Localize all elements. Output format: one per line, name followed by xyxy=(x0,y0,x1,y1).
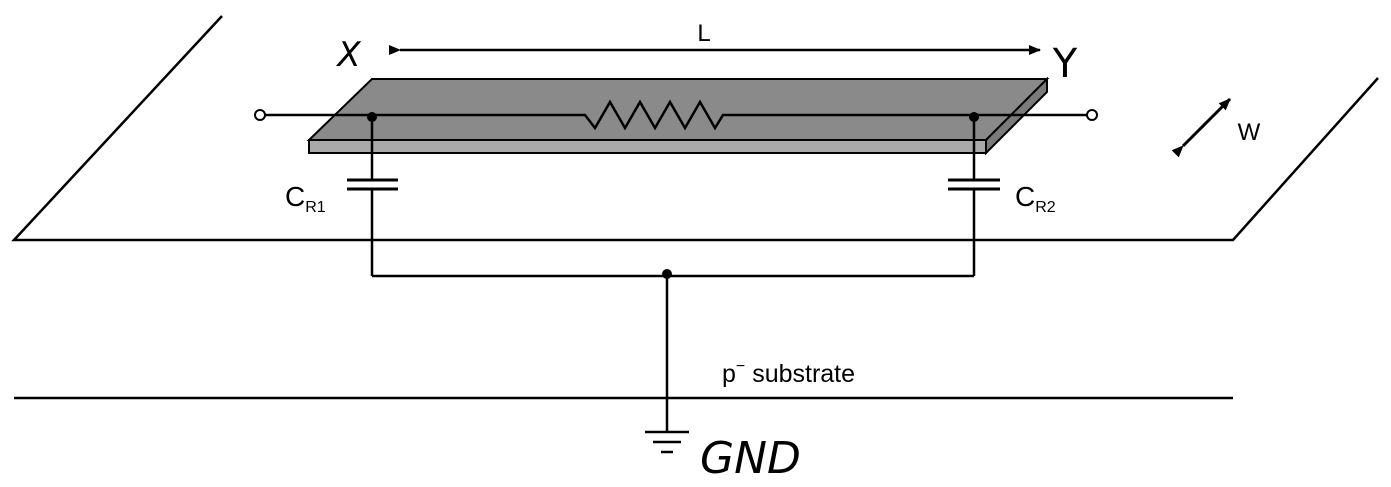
capacitor-cr2 xyxy=(948,117,1000,276)
cap-cr2-label: CR2 xyxy=(1015,181,1056,216)
substrate-plane-outline xyxy=(11,15,1379,242)
width-arrow xyxy=(1171,97,1232,158)
substrate-word: substrate xyxy=(745,360,855,388)
node-x-label: X xyxy=(335,35,361,75)
capacitor-cr1 xyxy=(347,117,398,276)
resistor-slab-front xyxy=(308,139,987,154)
cap-cr2-subscript: R2 xyxy=(1035,199,1056,216)
substrate-p: p xyxy=(722,360,736,388)
ground-symbol-icon xyxy=(645,430,689,454)
resistor-wire xyxy=(265,99,1087,131)
length-label: L xyxy=(697,20,710,47)
resistor-slab xyxy=(306,76,1050,156)
substrate-label: p− substrate xyxy=(722,358,855,388)
cap-cr1-main: C xyxy=(285,181,305,212)
cap-cr1-subscript: R1 xyxy=(305,199,326,216)
terminal-left xyxy=(254,109,266,121)
node-y-label: Y xyxy=(1052,41,1078,87)
ground-label: GND xyxy=(700,433,801,484)
cap-cr1-label: CR1 xyxy=(285,181,326,216)
cap-cr2-main: C xyxy=(1015,181,1035,212)
resistor-slab-top xyxy=(306,78,1050,141)
substrate-minus: − xyxy=(736,358,745,375)
width-label: W xyxy=(1238,119,1261,146)
terminal-right xyxy=(1086,109,1098,121)
